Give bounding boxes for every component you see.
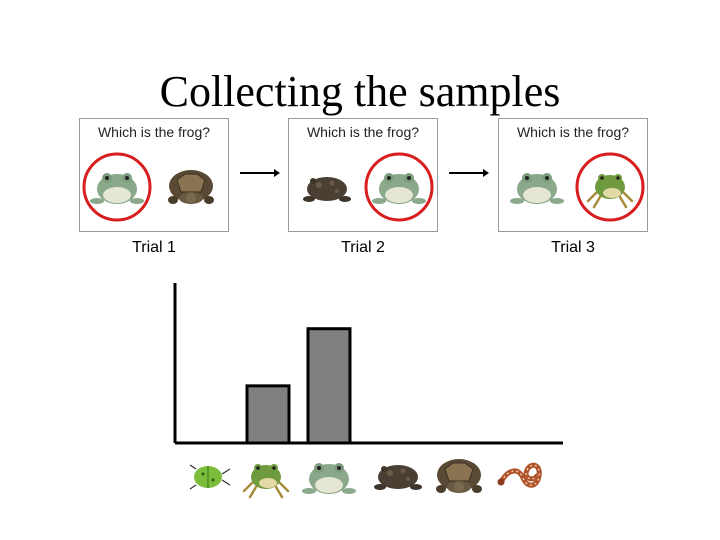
trial-2-choices [303, 152, 434, 222]
trial-1-choices [82, 152, 214, 222]
frog-icon [90, 173, 144, 204]
trial-3-choices [510, 152, 645, 222]
trial-panel-2: Which is the frog? [288, 118, 438, 232]
frog-icon [302, 463, 356, 494]
selection-circle [82, 152, 152, 222]
toad-icon [374, 465, 422, 490]
turtle-icon [436, 459, 482, 493]
frog-icon [510, 173, 564, 204]
trial-panel-3: Which is the frog? [498, 118, 648, 232]
tree-frog-icon [242, 464, 290, 499]
selection-circle [364, 152, 434, 222]
toad-icon [303, 177, 351, 202]
trial-question: Which is the frog? [516, 124, 630, 140]
bar-frog [306, 327, 352, 445]
selection-circle [575, 152, 645, 222]
trial-panel-1: Which is the frog? [79, 118, 229, 232]
tree-frog-icon [586, 174, 634, 209]
arrow-icon [240, 169, 280, 177]
trial-question: Which is the frog? [306, 124, 420, 140]
bar-tree-frog [245, 384, 291, 445]
beetle-icon [189, 464, 231, 490]
trial-label-3: Trial 3 [551, 239, 595, 256]
frog-icon [372, 173, 426, 204]
trial-label-2: Trial 2 [341, 239, 385, 256]
trial-label-1: Trial 1 [132, 239, 176, 256]
trial-question: Which is the frog? [97, 124, 211, 140]
slide-title: Collecting the samples [159, 67, 561, 116]
arrow-icon [449, 169, 489, 177]
snake-icon [497, 462, 542, 488]
turtle-icon [168, 170, 214, 204]
